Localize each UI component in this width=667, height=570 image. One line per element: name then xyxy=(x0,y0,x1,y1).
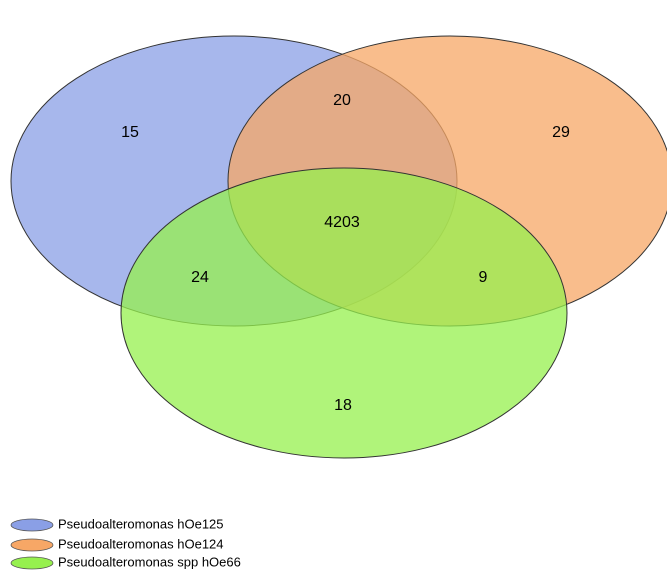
legend-swatch-hoe125 xyxy=(10,518,54,532)
region-all-three-label: 4203 xyxy=(324,214,360,231)
region-hoe125-only-label: 15 xyxy=(121,124,139,141)
legend-swatch-hoe124 xyxy=(10,538,54,552)
set-ellipse-hoe66 xyxy=(120,167,568,459)
legend-label-hoe125: Pseudoalteromonas hOe125 xyxy=(58,516,224,531)
region-hoe125-hoe66-label: 24 xyxy=(191,269,209,286)
legend-label-hoe66: Pseudoalteromonas spp hOe66 xyxy=(58,554,241,569)
region-hoe125-hoe124-label: 20 xyxy=(333,92,351,109)
region-hoe66-only-label: 18 xyxy=(334,397,352,414)
legend-label-hoe124: Pseudoalteromonas hOe124 xyxy=(58,536,224,551)
region-hoe124-only-label: 29 xyxy=(552,124,570,141)
legend: Pseudoalteromonas hOe125 Pseudoalteromon… xyxy=(10,516,241,570)
region-hoe124-hoe66-label: 9 xyxy=(479,269,488,286)
legend-swatch-hoe66 xyxy=(10,556,54,570)
